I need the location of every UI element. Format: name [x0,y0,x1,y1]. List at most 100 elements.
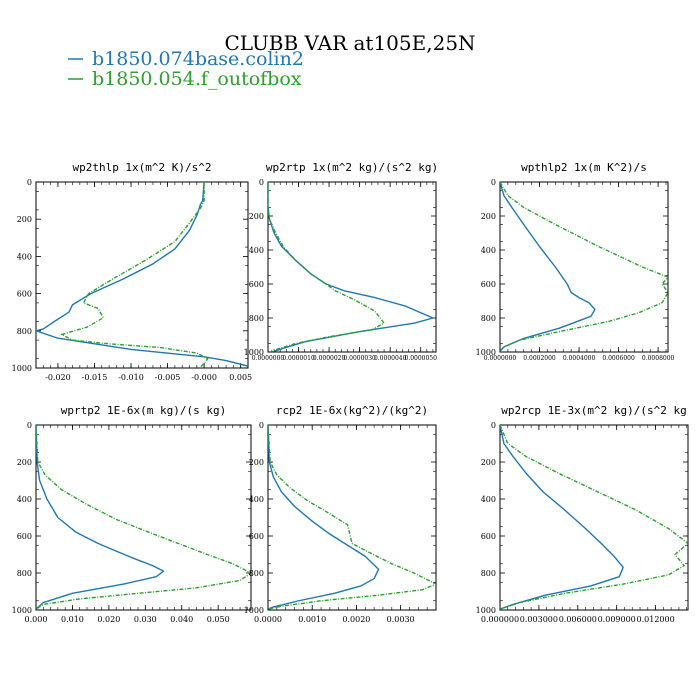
x-tick-label: 0.0030 [387,615,415,624]
x-tick-label: 0.000000 [481,615,519,624]
x-tick-label: 0.009000 [598,615,636,624]
panel-4: wprtp2 1E-6x(m kg)/(s kg) 0 200 400 600 800 10… [12,404,252,624]
y-tick-label: 200 [17,215,32,224]
x-tick-label: 0.006000 [559,615,597,624]
x-tick-label: 0.0000050 [405,355,438,362]
x-tick-label: 0.0000000 [252,355,285,362]
panel-title: wpthlp2 1x(m K^2)/s [521,161,647,174]
x-tick-label: -0.020 [45,373,71,382]
x-tick-label: -0.005 [155,373,181,382]
series-line-2 [268,425,436,610]
x-tick-label: 0.012000 [637,615,675,624]
plot-frame [499,424,689,611]
x-tick-label: -0.000 [191,373,217,382]
y-tick-label: 200 [249,458,264,467]
series-line-1 [36,425,165,610]
y-tick-label: 200 [481,212,496,221]
series-line-2 [500,182,668,352]
y-tick-label: 600 [481,532,496,541]
series-line-2 [500,425,688,610]
x-tick-label: 0.0020 [342,615,370,624]
x-tick-label: 0.040 [170,615,193,624]
panel-1: wp2thlp 1x(m^2 K)/s^2 0 200 400 600 800 1000 -0… [12,161,253,382]
x-tick-label: 0.0000040 [374,355,407,362]
y-tick-label: 0 [491,421,496,430]
y-tick-label: 200 [481,458,496,467]
panel-title: wprtp2 1E-6x(m kg)/(s kg) [61,404,227,417]
y-tick-label: 1000 [244,348,264,357]
series-line-2 [268,182,385,352]
y-tick-label: 600 [481,280,496,289]
x-tick-label: 0.005 [229,373,252,382]
series-line-1 [36,182,248,367]
x-tick-label: 0.0000 [254,615,282,624]
x-tick-label: 0.000 [25,615,48,624]
y-tick-label: 400 [481,495,496,504]
y-tick-label: 800 [17,327,32,336]
panel-3: wpthlp2 1x(m K^2)/s020040060080010000.00… [476,161,675,362]
y-tick-label: 1000 [476,606,496,615]
series-line-1 [500,182,596,352]
series-line-1 [268,182,434,352]
y-tick-label: 1000 [12,364,32,373]
y-tick-label: 800 [481,314,496,323]
y-tick-label: 0 [259,178,264,187]
y-tick-label: 400 [249,246,264,255]
y-tick-label: 600 [17,290,32,299]
y-tick-label: 800 [17,569,32,578]
x-tick-label: 0.0000030 [343,355,376,362]
y-tick-label: 400 [249,495,264,504]
plot-frame [267,181,437,353]
x-tick-label: -0.010 [118,373,144,382]
y-tick-label: 0 [491,178,496,187]
x-tick-label: 0.0010 [298,615,326,624]
y-tick-label: 600 [249,532,264,541]
plot-frame [35,181,249,369]
x-tick-label: 0.050 [207,615,230,624]
plot-frame [499,181,669,353]
x-tick-label: -0.015 [82,373,108,382]
y-tick-label: 1000 [244,606,264,615]
y-tick-label: 600 [249,280,264,289]
panel-title: wp2rcp 1E-3x(m^2 kg)/(s^2 kg [501,404,686,417]
series-line-2 [60,182,209,368]
y-tick-label: 200 [17,458,32,467]
y-tick-label: 0 [27,421,32,430]
panel-title: wp2thlp 1x(m^2 K)/s^2 [72,161,211,174]
panel-6: wp2rcp 1E-3x(m^2 kg)/(s^2 kg 0 200 400 600 80… [476,404,689,624]
y-tick-label: 0 [27,178,32,187]
y-tick-label: 600 [17,532,32,541]
chart-title: CLUBB VAR at105E,25N [224,31,475,55]
legend-label: b1850.074base.colin2 [92,48,304,70]
panel-title: rcp2 1E-6x(kg^2)/(kg^2) [276,404,428,417]
x-tick-label: 0.0006000 [602,355,635,362]
y-tick-label: 0 [259,421,264,430]
panel-title: wp2rtp 1x(m^2 kg)/(s^2 kg) [266,161,438,174]
panel-2: wp2rtp 1x(m^2 kg)/(s^2 kg)0 200 400 600 800 1… [244,161,438,362]
x-tick-label: 0.003000 [520,615,558,624]
plot-frame [267,424,437,611]
y-tick-label: 1000 [476,348,496,357]
x-tick-label: 0.0000010 [282,355,315,362]
plot-frame [35,424,252,611]
y-tick-label: 400 [17,495,32,504]
y-tick-label: 800 [249,314,264,323]
y-tick-label: 800 [249,569,264,578]
y-tick-label: 200 [249,212,264,221]
chart-panels: wp2thlp 1x(m^2 K)/s^2 0 200 400 600 800 1000 -0… [12,161,689,624]
x-tick-label: 0.0004000 [563,355,596,362]
x-tick-label: 0.0008000 [642,355,675,362]
y-tick-label: 400 [17,252,32,261]
y-tick-label: 1000 [12,606,32,615]
x-tick-label: 0.0000000 [484,355,517,362]
x-tick-label: 0.030 [134,615,157,624]
x-tick-label: 0.0000020 [313,355,346,362]
y-tick-label: 800 [481,569,496,578]
series-line-1 [500,425,624,610]
series-line-2 [36,425,251,610]
legend-label: b1850.054.f_outofbox [92,68,302,90]
series-line-1 [268,425,380,610]
panel-5: rcp2 1E-6x(kg^2)/(kg^2) 0 200 400 600 800 1000… [244,404,437,624]
